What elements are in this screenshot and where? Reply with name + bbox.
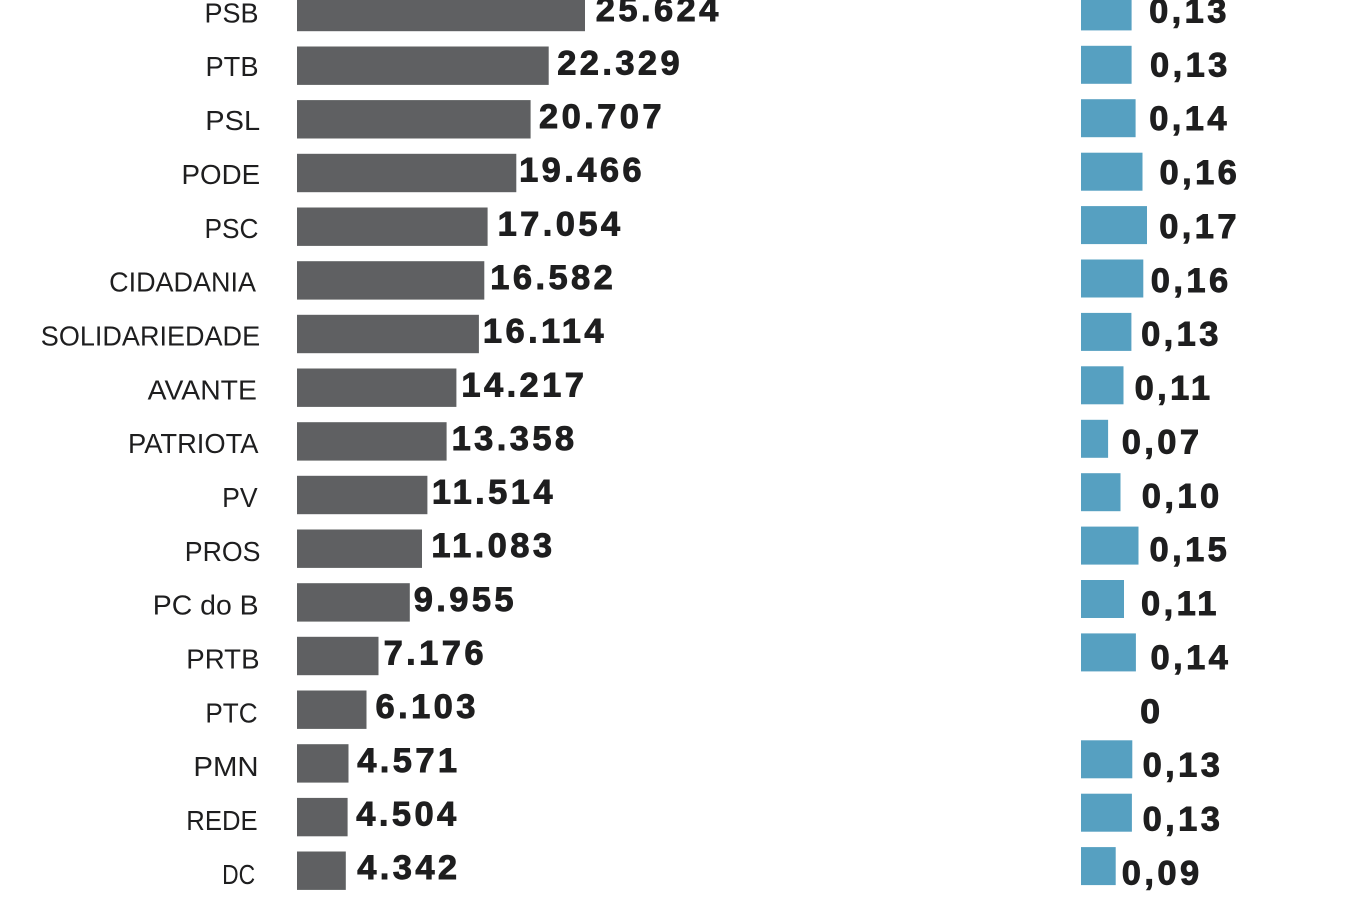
svg-text:AVANTE: AVANTE xyxy=(148,374,257,405)
svg-text:25.624: 25.624 xyxy=(596,0,722,29)
svg-text:0,13: 0,13 xyxy=(1150,46,1231,84)
svg-text:19.466: 19.466 xyxy=(519,152,645,190)
svg-text:PV: PV xyxy=(222,482,258,513)
svg-text:PROS: PROS xyxy=(185,536,261,567)
svg-text:0,11: 0,11 xyxy=(1141,585,1220,623)
svg-text:0,13: 0,13 xyxy=(1141,316,1222,354)
svg-text:13.358: 13.358 xyxy=(452,420,578,458)
svg-text:0,14: 0,14 xyxy=(1149,100,1230,138)
svg-text:PODE: PODE xyxy=(182,159,261,190)
svg-text:PTC: PTC xyxy=(205,697,257,728)
svg-text:0,16: 0,16 xyxy=(1151,262,1232,300)
svg-text:DC: DC xyxy=(222,859,255,890)
svg-text:0,09: 0,09 xyxy=(1122,855,1203,893)
svg-text:0,07: 0,07 xyxy=(1122,423,1203,461)
svg-text:11.514: 11.514 xyxy=(432,474,556,512)
svg-text:4.571: 4.571 xyxy=(357,742,460,780)
svg-text:CIDADANIA: CIDADANIA xyxy=(109,267,256,298)
svg-text:0,10: 0,10 xyxy=(1142,477,1223,515)
svg-text:0: 0 xyxy=(1140,693,1164,731)
svg-text:14.217: 14.217 xyxy=(461,366,587,404)
svg-text:PRTB: PRTB xyxy=(186,644,259,675)
svg-text:16.582: 16.582 xyxy=(490,259,616,297)
svg-text:16.114: 16.114 xyxy=(483,313,607,351)
svg-text:0,15: 0,15 xyxy=(1150,531,1231,569)
svg-text:PSB: PSB xyxy=(205,0,259,28)
svg-text:0,14: 0,14 xyxy=(1151,639,1232,677)
svg-text:PMN: PMN xyxy=(193,751,258,782)
svg-text:SOLIDARIEDADE: SOLIDARIEDADE xyxy=(41,321,260,352)
svg-text:4.342: 4.342 xyxy=(357,849,460,887)
svg-text:PSL: PSL xyxy=(205,105,260,136)
svg-text:20.707: 20.707 xyxy=(539,98,665,136)
svg-text:REDE: REDE xyxy=(186,805,257,836)
svg-text:PSC: PSC xyxy=(205,213,259,244)
svg-text:22.329: 22.329 xyxy=(557,44,683,82)
svg-text:4.504: 4.504 xyxy=(356,795,459,833)
svg-text:PC do B: PC do B xyxy=(153,590,259,621)
svg-text:0,13: 0,13 xyxy=(1143,747,1224,785)
svg-text:0,11: 0,11 xyxy=(1135,370,1214,408)
svg-text:6.103: 6.103 xyxy=(376,688,479,726)
svg-text:17.054: 17.054 xyxy=(498,205,624,243)
svg-text:11.083: 11.083 xyxy=(431,527,555,565)
svg-text:PATRIOTA: PATRIOTA xyxy=(128,428,259,459)
svg-text:PTB: PTB xyxy=(206,51,259,82)
svg-text:7.176: 7.176 xyxy=(384,635,487,673)
svg-text:9.955: 9.955 xyxy=(414,581,517,619)
svg-text:0,17: 0,17 xyxy=(1159,208,1240,246)
svg-text:0,13: 0,13 xyxy=(1149,0,1230,30)
svg-text:0,16: 0,16 xyxy=(1160,154,1241,192)
svg-text:0,13: 0,13 xyxy=(1143,801,1224,839)
